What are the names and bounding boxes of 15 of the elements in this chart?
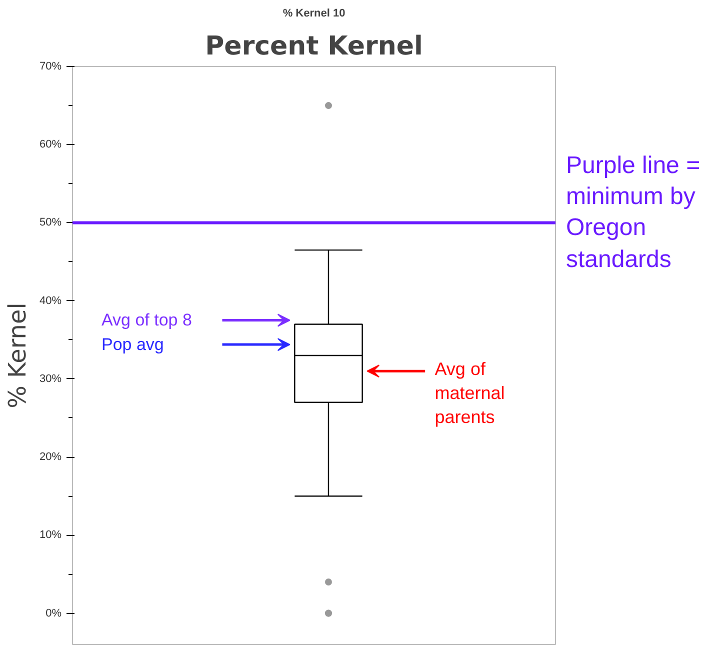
y-tick-label: 60% — [39, 138, 62, 151]
chart-subtitle: % Kernel 10 — [282, 8, 346, 20]
annotation: Pop avg — [101, 335, 164, 354]
annotation: Avg of top 8 — [101, 310, 192, 330]
y-tick-label: 20% — [39, 451, 62, 464]
chart-title: Percent Kernel — [205, 32, 423, 62]
y-tick-label: 0% — [46, 607, 62, 620]
y-tick-label: 30% — [39, 372, 62, 385]
ref-line-label: Purple line = minimum by Oregon standards — [566, 151, 700, 275]
y-tick-label: 40% — [39, 294, 62, 307]
y-tick-label: 50% — [39, 216, 62, 229]
y-tick-label: 70% — [39, 60, 62, 72]
annotation: Avg of maternal parents — [434, 359, 505, 428]
y-tick-label: 10% — [39, 529, 62, 542]
y-axis-title: % Kernel — [3, 302, 32, 408]
